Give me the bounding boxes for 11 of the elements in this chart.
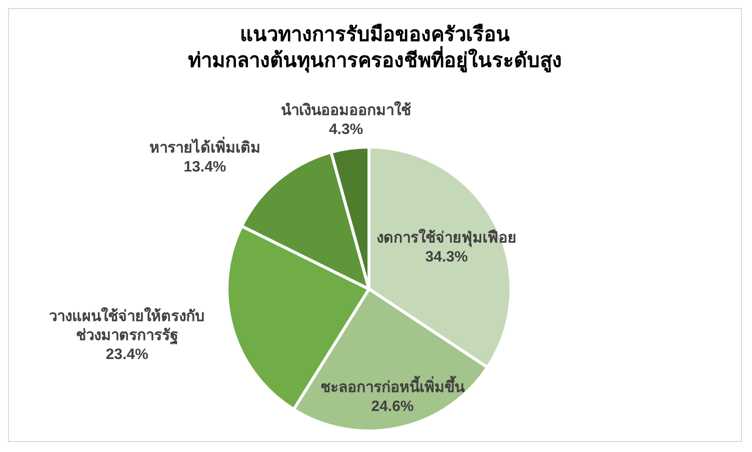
chart-title: แนวทางการรับมือของครัวเรือน ท่ามกลางต้นทุนการครองชีพที่อยู่ในระดับสูง [188,23,562,74]
data-label: 23.4% [106,346,148,364]
slice-label: นำเงินออมออกมาใช้ [281,101,412,120]
slice-label: วางแผนใช้จ่ายให้ตรงกับช่วงมาตรการรัฐ [49,307,206,346]
slice-label: หารายได้เพิ่มเติม [149,136,260,157]
data-label: 24.6% [371,398,414,416]
data-label: 13.4% [184,158,226,176]
slice-label: งดการใช้จ่ายฟุ่มเฟือย [376,228,517,248]
data-label: 4.3% [328,121,364,138]
slice-label: ชะลอการก่อหนี้เพิ่มขึ้น [320,375,466,396]
data-label: 34.3% [425,248,468,266]
